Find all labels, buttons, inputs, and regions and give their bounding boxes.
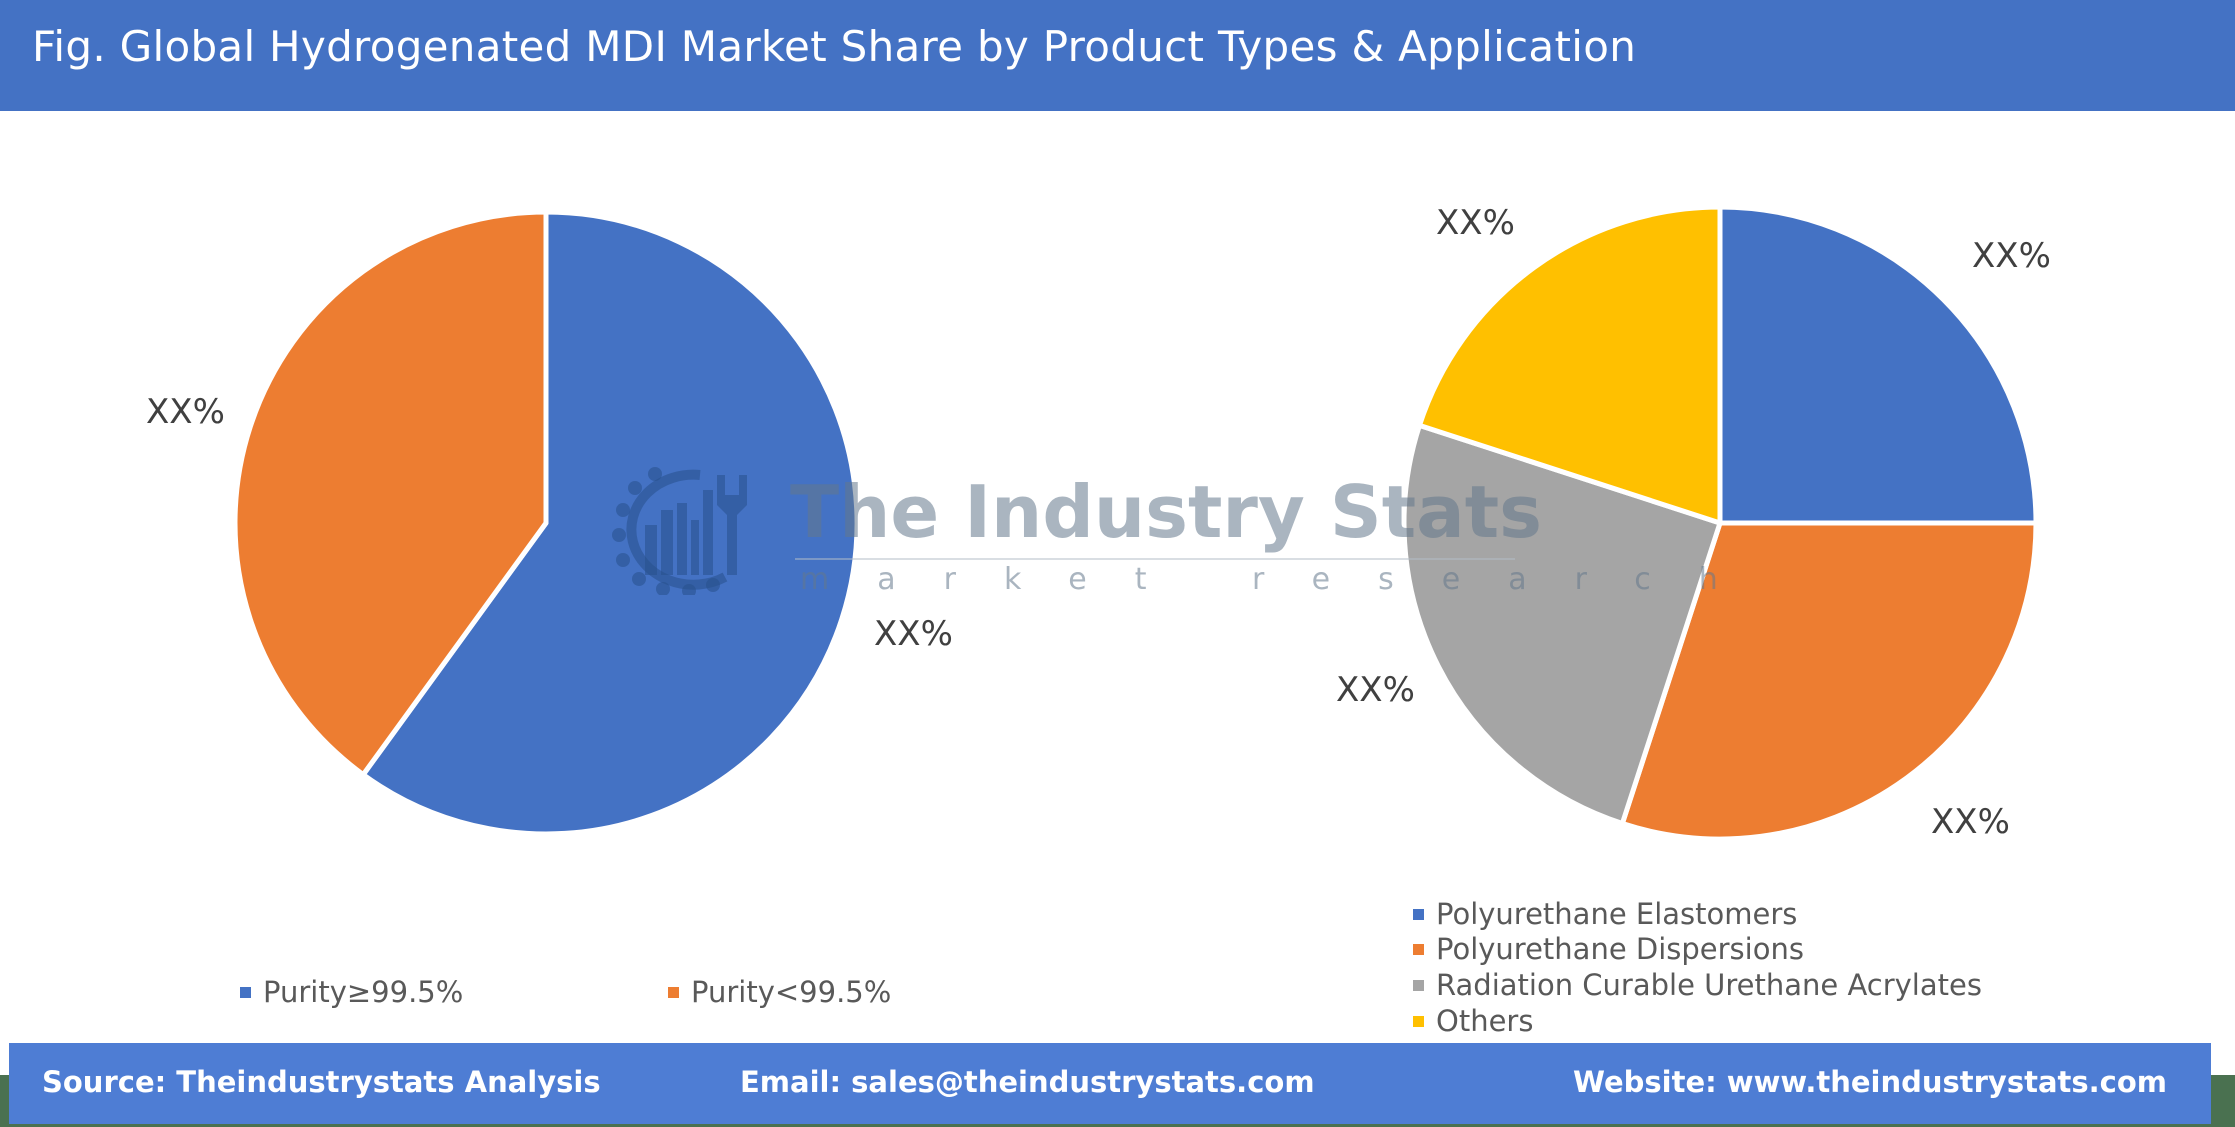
legend-item-others: Others — [1413, 1004, 1533, 1038]
legend-item-purity-high: Purity≥99.5% — [240, 975, 463, 1009]
footer-bar: Source: Theindustrystats Analysis Email:… — [9, 1043, 2211, 1124]
legend-label: Others — [1436, 1004, 1534, 1038]
legend-label: Polyurethane Elastomers — [1436, 897, 1798, 931]
pie-slice — [1416, 204, 1723, 526]
legend-swatch-yellow — [1413, 1015, 1424, 1027]
legend-item-radiation-curable: Radiation Curable Urethane Acrylates — [1413, 968, 1982, 1002]
pie-slice — [360, 209, 860, 837]
legend-item-polyurethane-elastomers: Polyurethane Elastomers — [1413, 897, 1797, 931]
right-pie-chart — [1401, 204, 2039, 842]
footer-source: Source: Theindustrystats Analysis — [42, 1065, 601, 1099]
footer-email[interactable]: Email: sales@theindustrystats.com — [740, 1065, 1315, 1099]
legend-label: Radiation Curable Urethane Acrylates — [1436, 968, 1982, 1002]
right-pie-label-yellow: XX% — [1436, 203, 1515, 243]
legend-item-purity-low: Purity<99.5% — [668, 975, 891, 1009]
footer-website[interactable]: Website: www.theindustrystats.com — [1573, 1065, 2168, 1099]
title-bar: Fig. Global Hydrogenated MDI Market Shar… — [0, 0, 2235, 111]
legend-swatch-orange — [668, 986, 679, 998]
pie-slice — [1401, 422, 1723, 827]
legend-swatch-blue — [1413, 908, 1424, 920]
legend-swatch-blue — [240, 986, 251, 998]
legend-label: Purity≥99.5% — [263, 975, 464, 1009]
left-pie-label-blue: XX% — [874, 614, 953, 654]
pie-slice — [1717, 204, 2039, 526]
right-pie-label-blue: XX% — [1972, 236, 2051, 276]
legend-swatch-orange — [1413, 943, 1424, 955]
legend-item-polyurethane-dispersions: Polyurethane Dispersions — [1413, 932, 1804, 966]
legend-label: Purity<99.5% — [691, 975, 892, 1009]
chart-title: Fig. Global Hydrogenated MDI Market Shar… — [32, 22, 1637, 71]
right-pie-label-gray: XX% — [1336, 670, 1415, 710]
left-pie-chart — [232, 209, 860, 837]
left-pie-label-orange: XX% — [146, 392, 225, 432]
right-pie-label-orange: XX% — [1931, 802, 2010, 842]
legend-swatch-gray — [1413, 979, 1424, 991]
pie-slice — [1619, 520, 2039, 842]
legend-label: Polyurethane Dispersions — [1436, 932, 1804, 966]
pie-slice — [232, 209, 549, 778]
